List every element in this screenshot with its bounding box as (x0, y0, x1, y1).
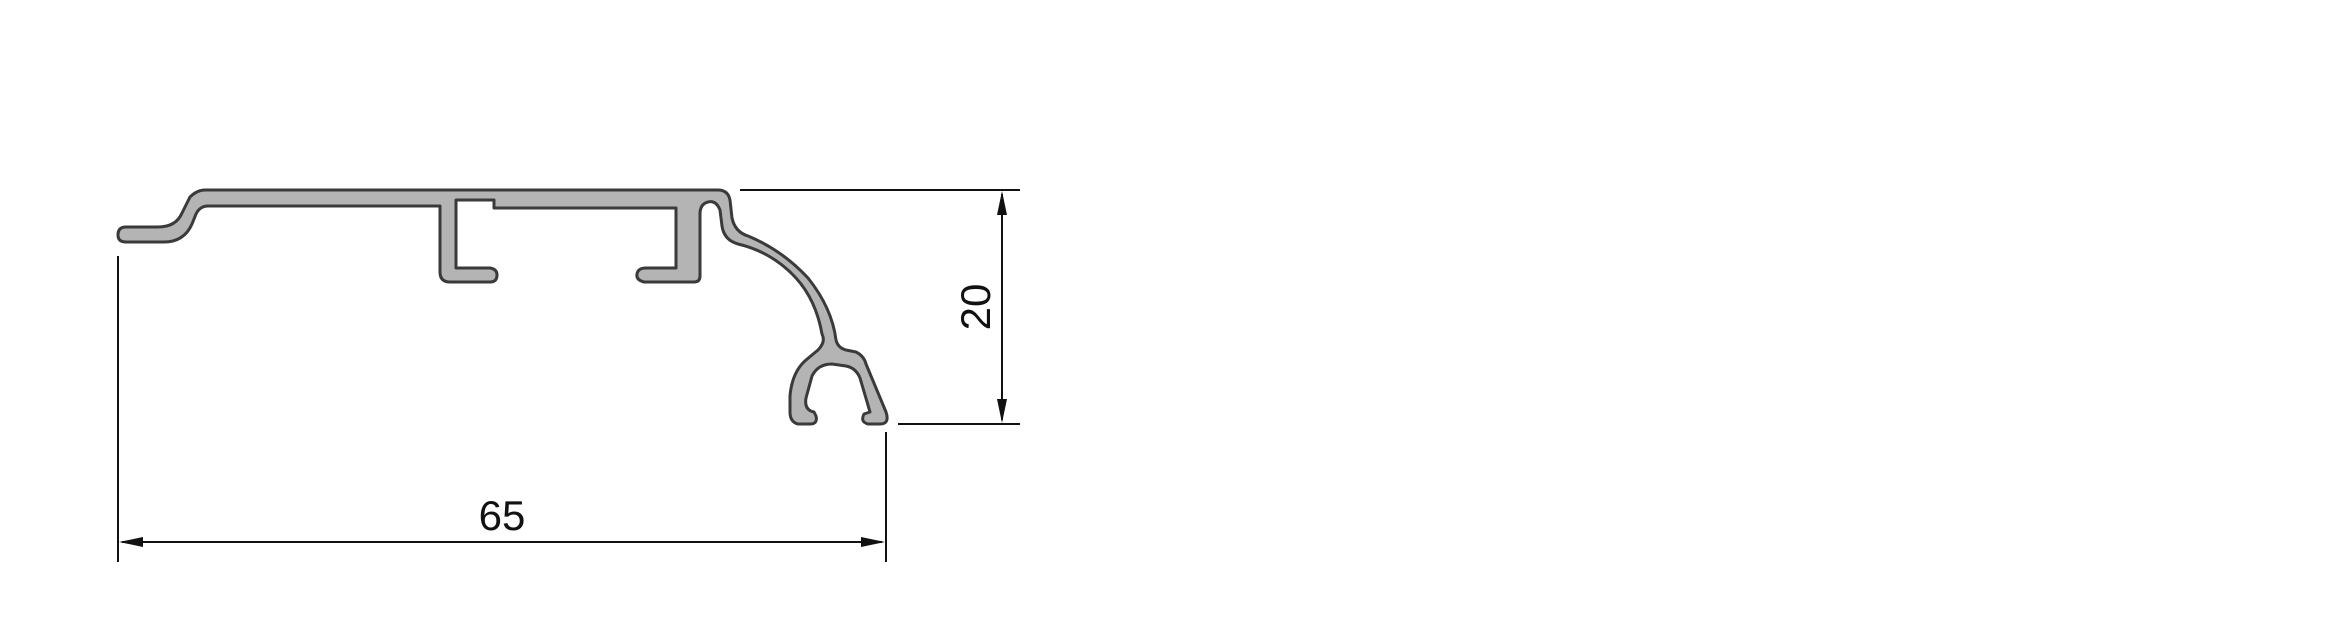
width-arrow-right (861, 537, 885, 547)
width-dimension: 65 (117, 256, 887, 562)
height-dimension: 20 (740, 189, 1020, 425)
height-arrow-bottom (997, 399, 1007, 423)
width-arrow-left (119, 537, 143, 547)
height-arrow-top (997, 191, 1007, 215)
profile-cross-section (116, 188, 889, 426)
aluminium-profile-section (116, 188, 889, 426)
width-dimension-label: 65 (479, 492, 526, 539)
height-dimension-label: 20 (952, 284, 999, 331)
